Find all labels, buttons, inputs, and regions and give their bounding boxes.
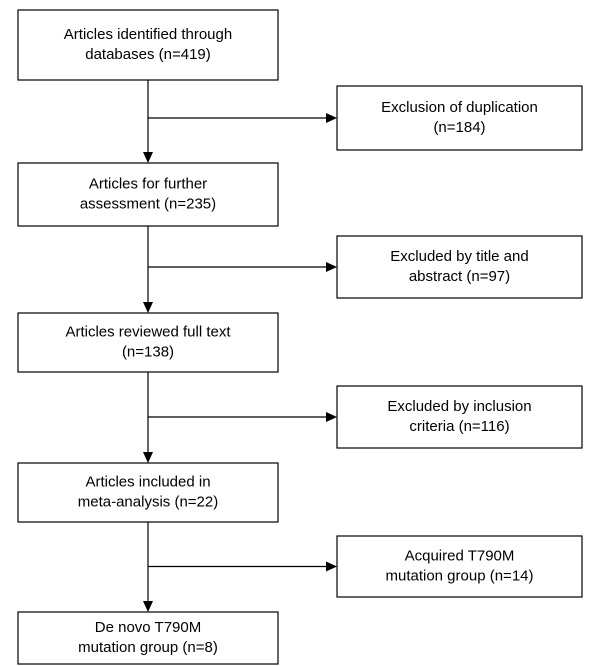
arrowhead (143, 601, 153, 612)
box-text: Articles reviewed full text (65, 323, 231, 340)
box-text: Articles identified through (64, 26, 232, 43)
box (336, 235, 583, 299)
box-text: criteria (n=116) (409, 418, 509, 435)
box-text: Excluded by inclusion (387, 398, 531, 415)
box-text: databases (n=419) (85, 46, 211, 63)
box-text: mutation group (n=14) (385, 567, 533, 584)
arrowhead (143, 452, 153, 463)
box (17, 462, 279, 523)
box-text: De novo T790M (95, 619, 201, 636)
box-text: Articles for further (89, 175, 207, 192)
box (17, 162, 279, 227)
box-text: Excluded by title and (390, 248, 528, 265)
box (336, 385, 583, 449)
box (17, 611, 279, 665)
arrowhead (326, 113, 337, 123)
arrowhead (326, 561, 337, 572)
box-text: Acquired T790M (405, 547, 515, 564)
arrowhead (326, 262, 337, 272)
box-text: meta-analysis (n=22) (78, 493, 218, 510)
arrowhead (326, 412, 337, 422)
box (336, 535, 583, 598)
box-text: (n=184) (433, 119, 485, 136)
arrowhead (143, 152, 153, 163)
box-text: (n=138) (122, 343, 174, 360)
box-text: abstract (n=97) (409, 268, 510, 285)
box-text: Exclusion of duplication (381, 99, 538, 116)
arrowhead (143, 302, 153, 313)
box (336, 85, 583, 151)
box-text: Articles included in (85, 473, 210, 490)
box (17, 312, 279, 373)
box (17, 9, 279, 81)
box-text: mutation group (n=8) (78, 639, 218, 656)
box-text: assessment (n=235) (80, 195, 216, 212)
